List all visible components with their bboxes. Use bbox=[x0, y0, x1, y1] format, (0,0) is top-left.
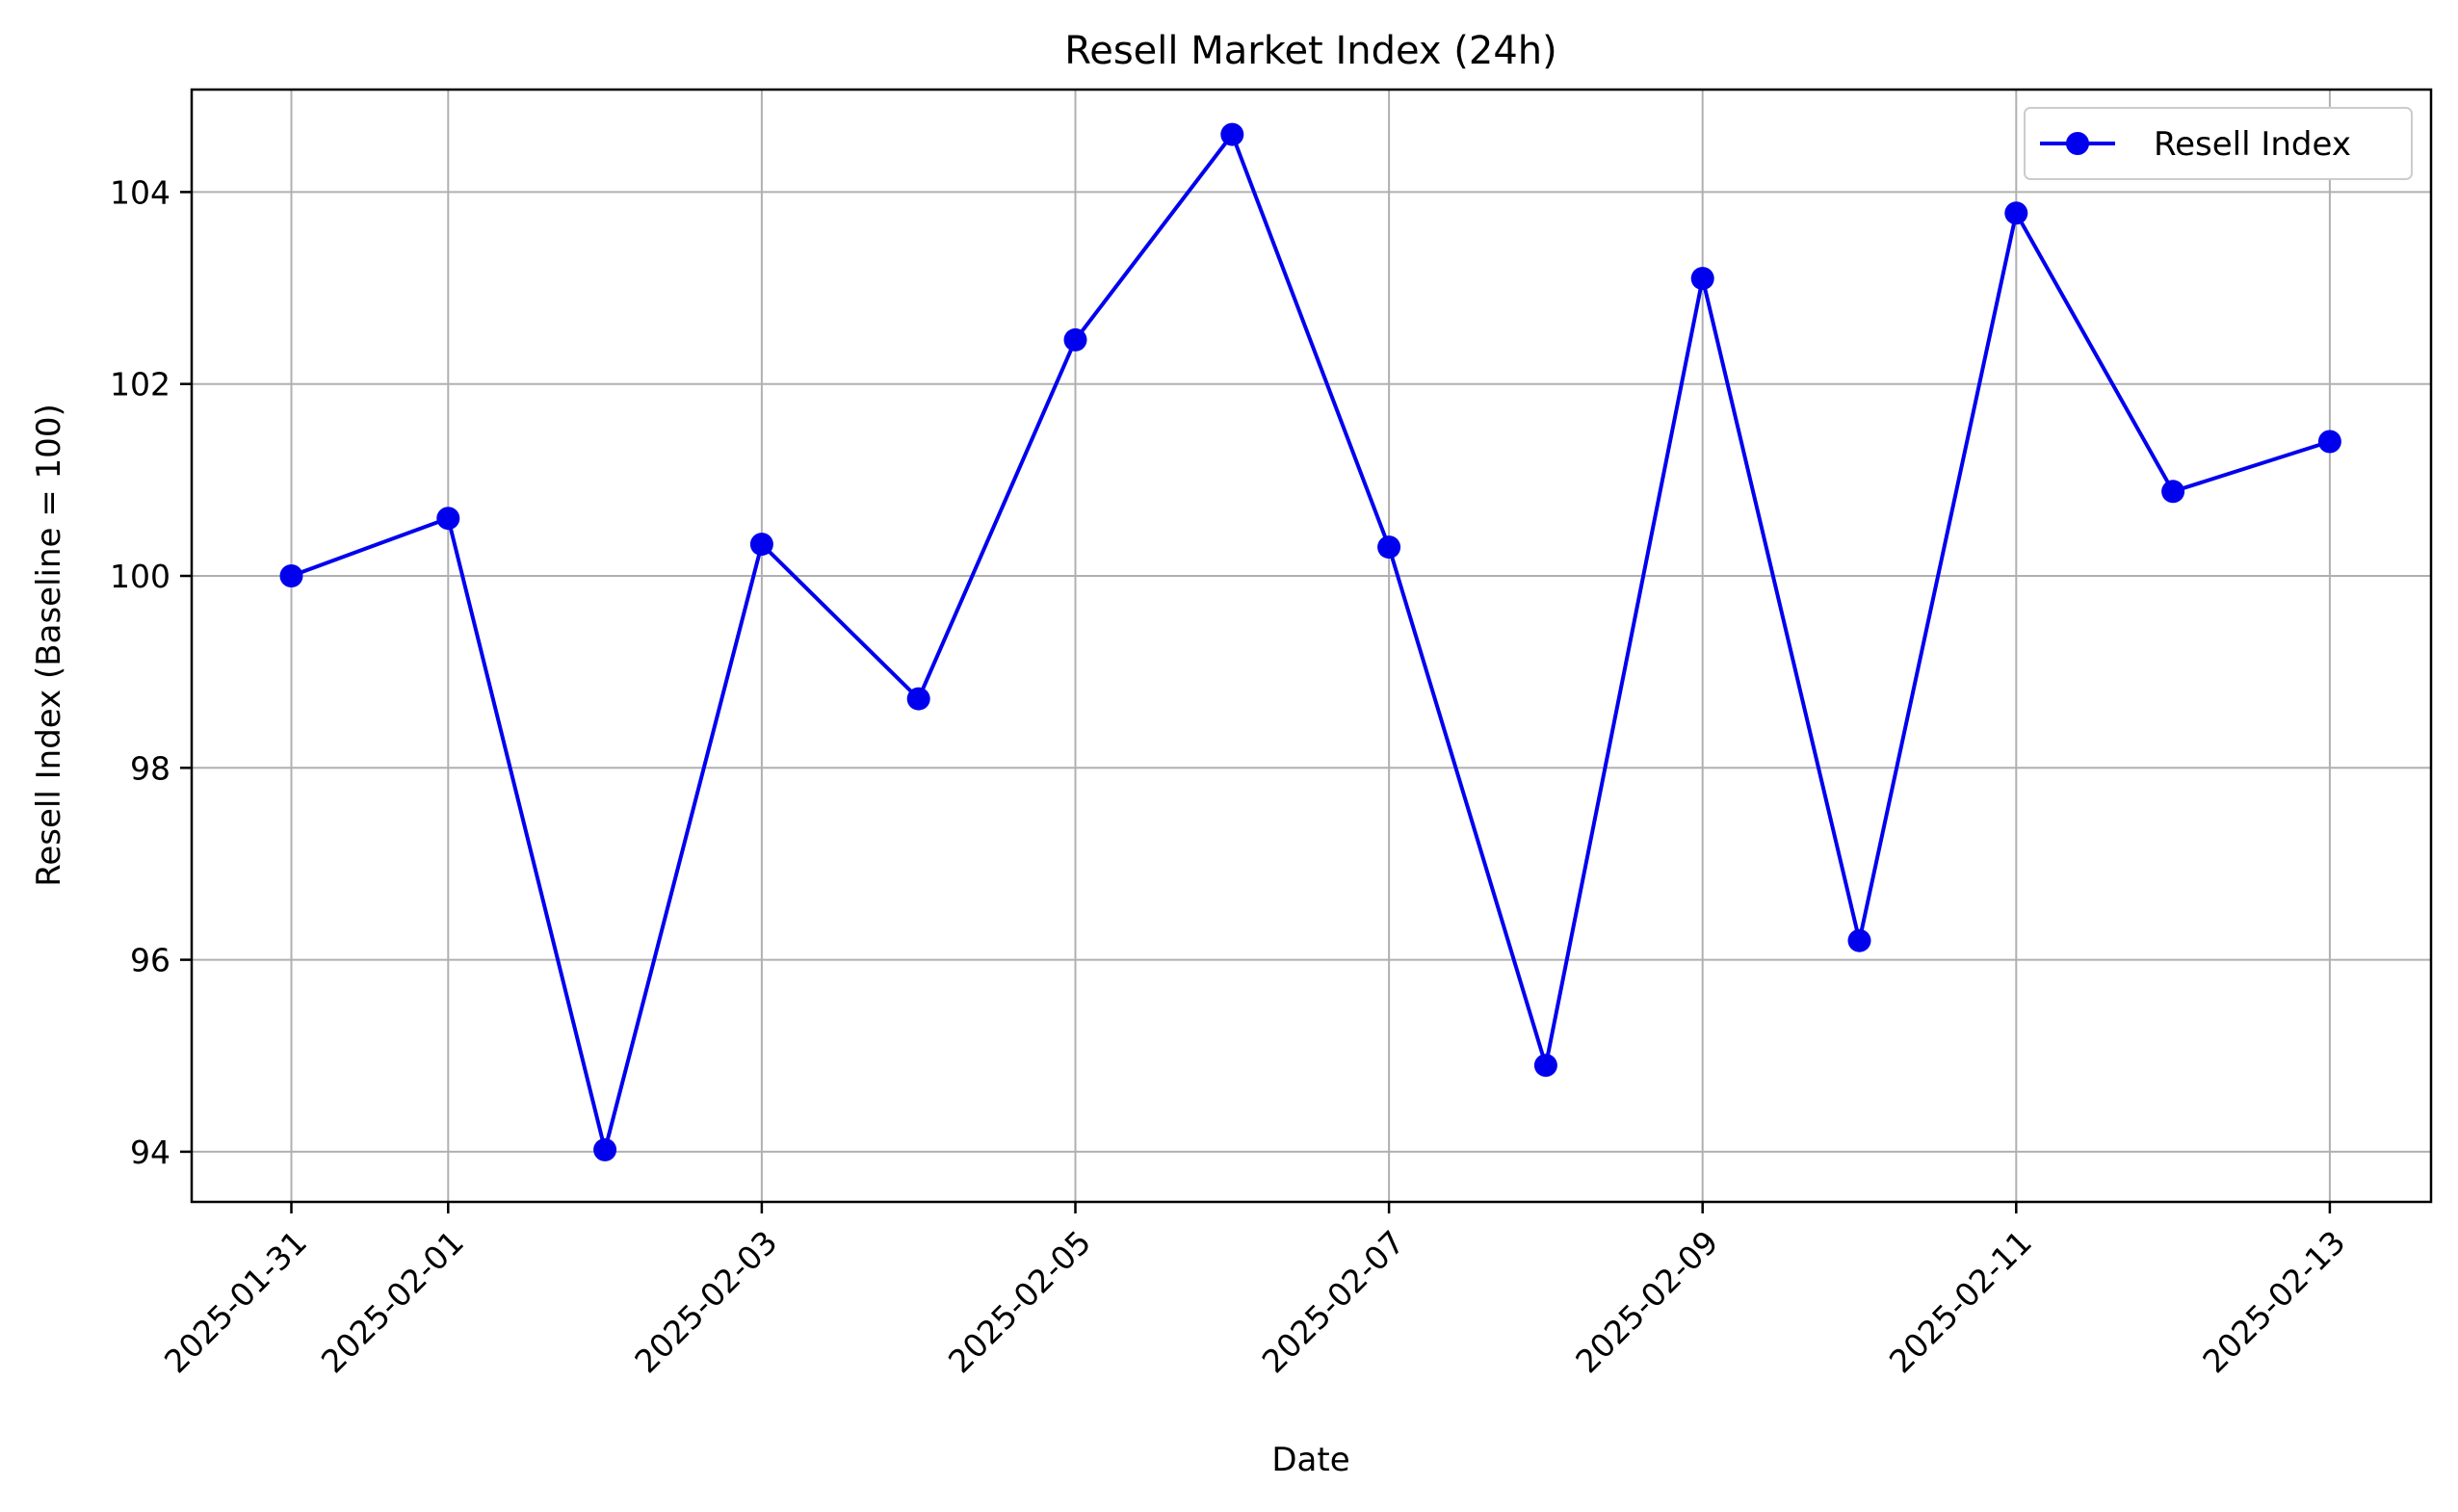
data-point bbox=[279, 564, 303, 587]
y-tick-label: 104 bbox=[110, 173, 170, 211]
data-point bbox=[906, 687, 930, 711]
plot-area-frame bbox=[190, 88, 2433, 1204]
legend-box bbox=[2024, 107, 2413, 180]
legend-label: Resell Index bbox=[2154, 125, 2351, 164]
data-point bbox=[436, 507, 460, 531]
y-axis-label: Resell Index (Baseline = 100) bbox=[30, 404, 68, 886]
data-point bbox=[1063, 327, 1087, 352]
data-point bbox=[1377, 535, 1401, 560]
y-axis-ticks: 94 96 98 100 102 104 bbox=[110, 173, 192, 1171]
data-point bbox=[1220, 122, 1244, 146]
y-tick-label: 100 bbox=[110, 558, 170, 595]
data-point bbox=[749, 533, 773, 557]
series-line bbox=[290, 132, 2331, 1152]
y-tick-label: 94 bbox=[130, 1134, 170, 1171]
x-axis-label: Date bbox=[1271, 1441, 1349, 1479]
legend-marker-swatch bbox=[2066, 132, 2089, 155]
data-point bbox=[1533, 1054, 1557, 1078]
data-point bbox=[1847, 928, 1871, 952]
y-tick-label: 98 bbox=[130, 749, 170, 787]
y-tick-label: 102 bbox=[110, 366, 170, 404]
legend: Resell Index bbox=[2024, 107, 2413, 180]
data-point bbox=[2161, 480, 2185, 504]
data-point bbox=[2317, 430, 2341, 454]
y-tick-label: 96 bbox=[130, 942, 170, 979]
chart-title: Resell Market Index (24h) bbox=[1064, 29, 1557, 73]
data-point bbox=[2004, 201, 2028, 225]
series-resell-index bbox=[279, 122, 2341, 1161]
data-point bbox=[593, 1137, 617, 1161]
data-point bbox=[1690, 267, 1714, 291]
